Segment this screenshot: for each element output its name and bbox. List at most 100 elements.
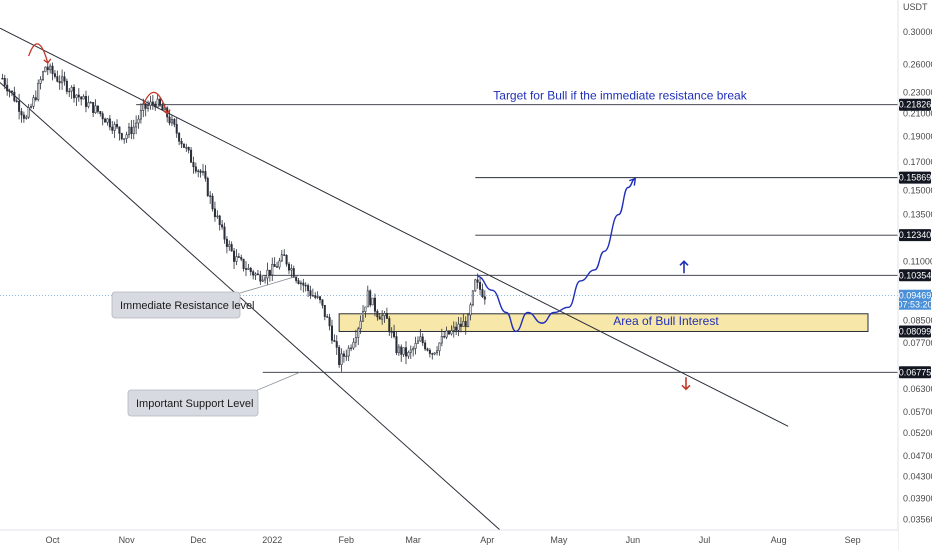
candle-body xyxy=(252,271,255,276)
candle-body xyxy=(462,321,465,327)
candle-body xyxy=(393,331,396,337)
plot-area[interactable] xyxy=(0,0,898,530)
candle-body xyxy=(261,279,264,282)
candle-body xyxy=(319,296,322,301)
candle-body xyxy=(44,66,47,73)
level-badge xyxy=(899,269,931,282)
candle-body xyxy=(364,306,367,312)
axis-unit-label: USDT xyxy=(903,2,928,12)
candle-body xyxy=(388,318,391,333)
candle-body xyxy=(192,162,195,168)
candle-body xyxy=(94,105,97,113)
candle-body xyxy=(80,96,83,100)
candle-body xyxy=(235,256,238,262)
candle-body xyxy=(170,119,173,124)
candle-body xyxy=(390,331,393,333)
candle-body xyxy=(424,342,427,350)
candle-body xyxy=(476,279,479,283)
candle-body xyxy=(481,289,484,298)
x-tick-label: Mar xyxy=(405,535,421,545)
candle-body xyxy=(431,353,434,355)
candle-body xyxy=(395,336,398,354)
candle-body xyxy=(89,102,92,104)
candle-body xyxy=(416,340,419,344)
candle-body xyxy=(113,124,116,131)
level-badge xyxy=(899,325,931,338)
candle-body xyxy=(445,330,448,338)
candle-body xyxy=(147,105,150,109)
candle-body xyxy=(182,143,185,148)
candle-body xyxy=(271,264,274,276)
level-badge-label: 0.06775 xyxy=(899,367,932,377)
countdown-label: 07:53:20 xyxy=(897,300,932,310)
candle-body xyxy=(233,250,236,262)
candle-body xyxy=(190,149,193,163)
candle-body xyxy=(352,341,355,349)
candle-body xyxy=(414,342,417,349)
candle-body xyxy=(409,349,412,353)
candle-body xyxy=(144,103,147,109)
candle-body xyxy=(407,351,410,357)
candle-body xyxy=(366,290,369,308)
candle-body xyxy=(400,346,403,355)
candle-body xyxy=(404,347,408,357)
candle-body xyxy=(104,118,107,123)
candle-body xyxy=(285,254,288,265)
candle-body xyxy=(383,313,386,317)
candle-body xyxy=(20,111,23,116)
candle-body xyxy=(120,133,123,140)
candle-body xyxy=(342,353,345,357)
candle-body xyxy=(51,65,54,74)
candle-body xyxy=(455,326,458,331)
time-axis[interactable] xyxy=(0,530,898,550)
candle-body xyxy=(178,132,181,142)
candle-body xyxy=(307,285,310,291)
trendline-upper xyxy=(0,27,789,427)
level-badge xyxy=(899,366,931,379)
bull-interest-zone xyxy=(338,313,869,332)
candle-body xyxy=(471,290,474,306)
candle-body xyxy=(292,268,295,278)
candle-body xyxy=(452,326,455,331)
level-badge-label: 0.21826 xyxy=(899,100,932,110)
level-badge xyxy=(899,98,931,111)
candle-body xyxy=(464,321,467,328)
candle-body xyxy=(53,73,56,77)
candle-body xyxy=(209,195,212,197)
candle-body xyxy=(249,267,252,272)
candle-body xyxy=(297,280,300,285)
candle-body xyxy=(283,254,286,256)
candle-body xyxy=(68,90,71,93)
candle-body xyxy=(340,353,343,366)
candle-body xyxy=(459,323,462,327)
candle-body xyxy=(228,244,231,247)
candle-body xyxy=(156,98,159,108)
candle-body xyxy=(457,323,460,331)
candle-body xyxy=(240,257,243,260)
candle-body xyxy=(290,268,293,271)
candle-body xyxy=(345,355,348,358)
candle-body xyxy=(25,116,28,119)
candle-body xyxy=(185,147,188,149)
candle-body xyxy=(268,269,271,276)
candle-body xyxy=(467,314,470,328)
candle-body xyxy=(27,107,30,118)
candle-body xyxy=(287,263,291,271)
candle-body xyxy=(32,97,35,107)
candle-body xyxy=(13,91,16,102)
candle-body xyxy=(371,297,374,306)
bull-zone-layer: Area of Bull Interest xyxy=(338,313,869,332)
candle-body xyxy=(311,295,314,297)
x-tick-label: Jul xyxy=(699,535,711,545)
candle-body xyxy=(309,290,312,296)
